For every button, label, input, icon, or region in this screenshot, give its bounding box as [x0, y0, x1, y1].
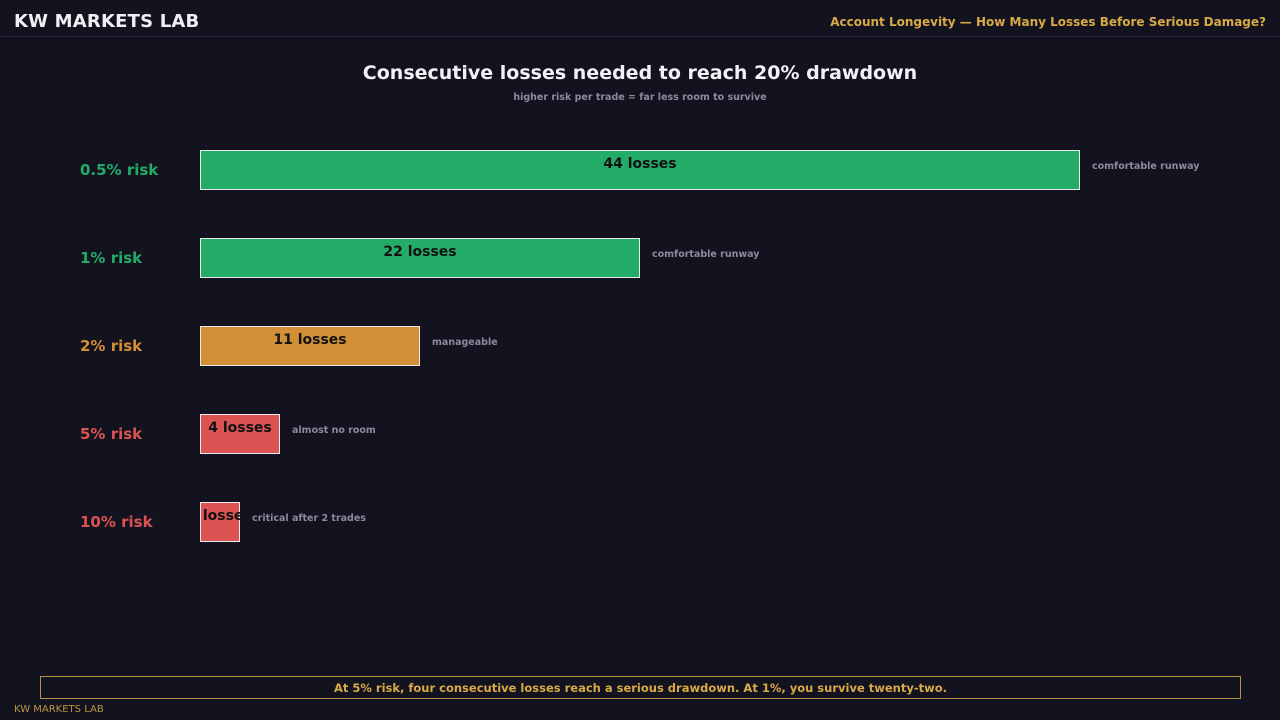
chart-subtitle: higher risk per trade = far less room to…: [513, 92, 767, 103]
bar-value-label: 44 losses: [603, 156, 676, 172]
bar: [200, 150, 1080, 190]
top-bar: KW MARKETS LAB Account Longevity — How M…: [0, 0, 1280, 37]
bar-value-label: 2 losses: [188, 508, 252, 524]
bar-value-label: 4 losses: [208, 420, 272, 436]
bar-value-label: 22 losses: [383, 244, 456, 260]
brand-logo-text: KW MARKETS LAB: [14, 11, 200, 32]
bar: [200, 414, 280, 454]
category-label: 10% risk: [80, 513, 154, 531]
bar-annotation: almost no room: [292, 425, 376, 436]
bar-group: 4 losses: [200, 414, 280, 454]
category-label: 1% risk: [80, 249, 143, 267]
bar: [200, 502, 240, 542]
bar-annotation: comfortable runway: [652, 249, 760, 260]
category-label: 0.5% risk: [80, 161, 159, 179]
footer-callout-text: At 5% risk, four consecutive losses reac…: [333, 680, 948, 695]
footer-brand: KW MARKETS LAB: [14, 704, 104, 715]
page-headline: Account Longevity — How Many Losses Befo…: [830, 15, 1266, 29]
bar-annotation: manageable: [432, 337, 498, 348]
bar: [200, 326, 420, 366]
category-label: 2% risk: [80, 337, 143, 355]
bar-group: 2 losses: [188, 502, 252, 542]
bar: [200, 238, 640, 278]
chart-title: Consecutive losses needed to reach 20% d…: [362, 62, 918, 84]
bar-group: 11 losses: [200, 326, 420, 366]
bar-group: 22 losses: [200, 238, 640, 278]
bar-value-label: 11 losses: [273, 332, 346, 348]
bar-group: 44 losses: [200, 150, 1080, 190]
footer-callout: At 5% risk, four consecutive losses reac…: [40, 676, 1241, 699]
bar-annotation: comfortable runway: [1092, 161, 1200, 172]
bar-chart: 0.5% risk 44 losses comfortable runway 1% r…: [80, 150, 1200, 542]
bar-annotation: critical after 2 trades: [252, 513, 366, 524]
category-label: 5% risk: [80, 425, 143, 443]
